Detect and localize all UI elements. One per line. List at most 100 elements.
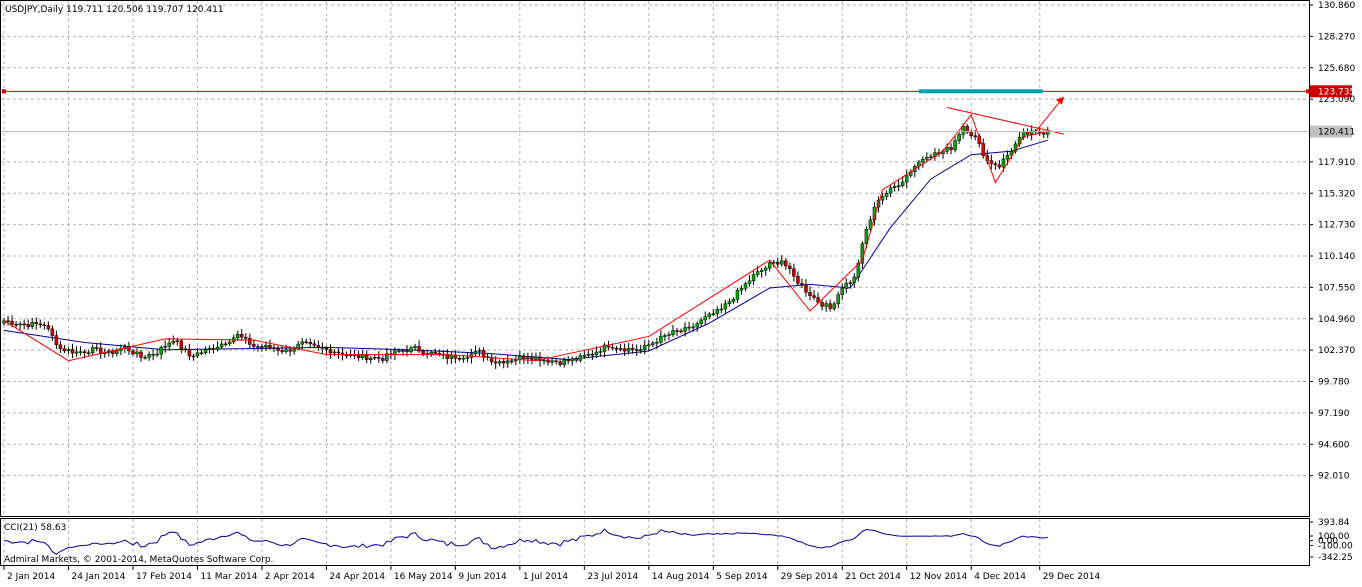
candle (288, 349, 292, 352)
candle (183, 348, 188, 351)
candle (292, 348, 296, 352)
candle (381, 358, 385, 361)
candle (203, 349, 208, 353)
candle (655, 341, 659, 344)
candle (377, 356, 381, 359)
price-tick-label: 125.680 (1318, 64, 1355, 74)
candle (336, 351, 341, 354)
candle (304, 341, 308, 344)
candle (526, 357, 530, 359)
horizontal-level: 120.411 123.735 (1, 85, 1355, 138)
candle (211, 348, 216, 350)
trend-line (946, 107, 1065, 135)
candle (74, 351, 79, 354)
candle (223, 343, 228, 346)
candle (530, 357, 534, 360)
candle (707, 313, 711, 317)
cci-tick-label: -100.00 (1318, 541, 1353, 551)
time-tick-label: 24 Apr 2014 (329, 572, 385, 582)
candle (328, 349, 333, 354)
ma-line (3, 139, 1048, 360)
candle (244, 336, 248, 339)
candle (965, 126, 969, 133)
candle (727, 301, 732, 305)
candle (961, 126, 965, 135)
candle (997, 164, 1002, 168)
candle (739, 288, 744, 291)
candle (1029, 130, 1034, 135)
candle (62, 348, 67, 352)
candle (735, 290, 740, 300)
resistance-anchor-right (1306, 89, 1310, 94)
time-tick-label: 2 Apr 2014 (265, 572, 315, 582)
candle (42, 324, 47, 327)
price-panel-frame (0, 0, 1310, 517)
candle (272, 347, 276, 349)
time-tick-label: 9 Jun 2014 (458, 572, 507, 582)
candle (139, 351, 143, 358)
candle (751, 274, 756, 281)
candle (30, 322, 34, 327)
candle (324, 348, 329, 350)
current-price-label: 120.411 (1318, 128, 1355, 138)
candle (820, 302, 824, 307)
candle (715, 309, 720, 315)
zigzag (3, 113, 1048, 362)
candle (659, 335, 663, 343)
target-arrow (1035, 98, 1063, 133)
candle (235, 334, 240, 339)
candle (610, 346, 615, 349)
candle (667, 334, 671, 336)
candle (50, 328, 55, 336)
candle (320, 346, 325, 349)
candle (489, 356, 494, 363)
candle (82, 351, 87, 354)
candle (332, 351, 337, 354)
price-tick-label: 110.140 (1318, 252, 1355, 262)
candle (767, 262, 772, 269)
candle (574, 358, 579, 361)
candle (896, 185, 901, 187)
candle (566, 359, 570, 362)
candle (969, 132, 973, 137)
candle (973, 135, 977, 138)
candle (373, 356, 377, 359)
candle (94, 347, 99, 349)
candle (58, 344, 63, 349)
candle (163, 346, 167, 348)
candle (683, 327, 687, 332)
cci-tick-label: 393.84 (1318, 518, 1350, 528)
candle (215, 346, 220, 350)
candle (824, 303, 828, 307)
candle (953, 140, 957, 150)
candle (804, 284, 808, 293)
watermark: Admiral Markets, © 2001-2014, MetaQuotes… (4, 555, 273, 565)
candle (1005, 154, 1010, 160)
price-tick-label: 99.780 (1318, 378, 1350, 388)
candle (892, 186, 897, 188)
candle (368, 357, 373, 360)
candle (638, 349, 643, 351)
candle (812, 295, 816, 298)
price-tick-label: 117.910 (1318, 158, 1355, 168)
candle (316, 345, 321, 348)
moving-average (3, 139, 1048, 360)
candle (993, 163, 998, 166)
candle (921, 159, 925, 163)
candle (312, 343, 317, 346)
cci-title: CCI(21) 58.63 (4, 523, 66, 533)
candle (691, 326, 695, 329)
candle (264, 344, 268, 348)
candle (586, 353, 591, 356)
candle (401, 350, 405, 352)
candle (385, 353, 389, 361)
candle (195, 352, 200, 357)
candle (643, 344, 647, 350)
candle (280, 350, 284, 352)
candle (38, 323, 43, 326)
price-tick-label: 92.010 (1318, 472, 1350, 482)
candle (719, 308, 724, 311)
candle (578, 355, 583, 361)
candle (546, 359, 550, 363)
